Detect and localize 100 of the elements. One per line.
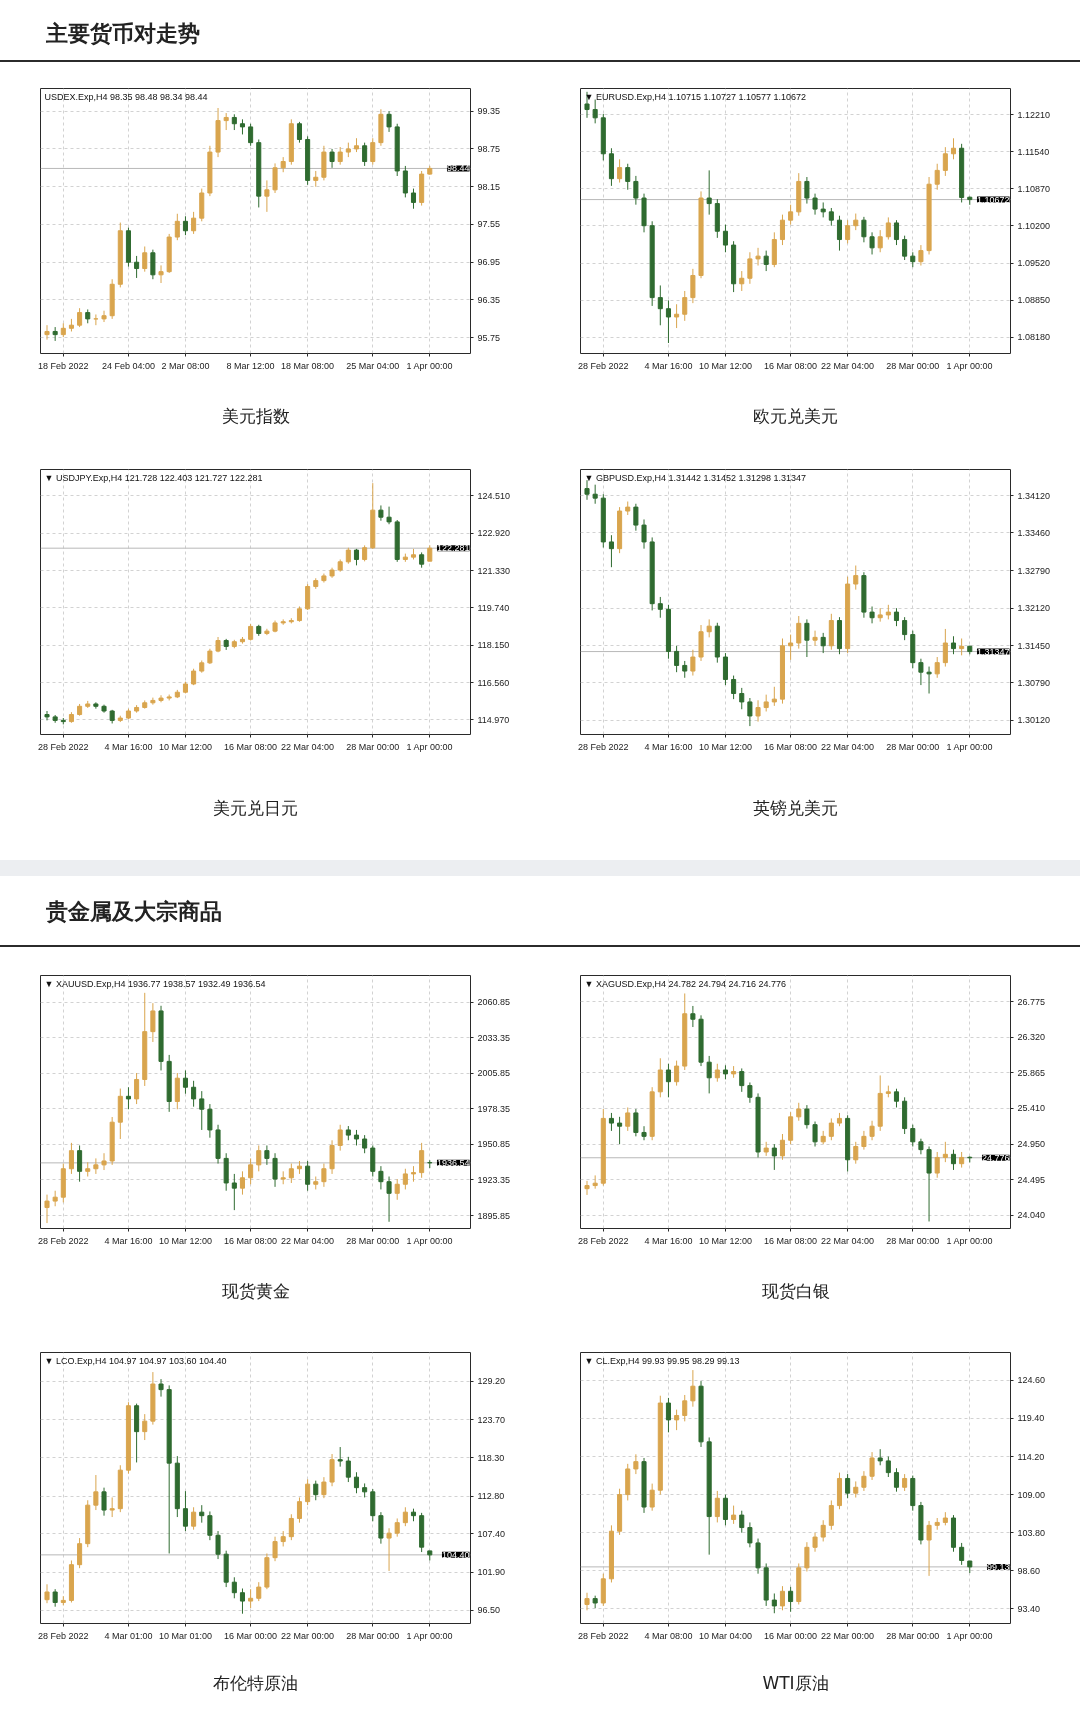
candlestick <box>337 1124 343 1152</box>
candlestick <box>674 1060 680 1087</box>
x-tick-label: 22 Mar 04:00 <box>281 741 335 752</box>
candlestick <box>394 1517 400 1538</box>
candlestick <box>158 264 164 284</box>
y-tick-label: 1.10870 <box>1017 183 1051 194</box>
candlestick <box>690 1369 696 1408</box>
y-tick-label: 25.410 <box>1017 1103 1046 1114</box>
candlestick <box>641 1125 647 1141</box>
y-tick-label: 95.75 <box>477 332 501 343</box>
x-tick-label: 22 Mar 04:00 <box>821 360 875 371</box>
y-tick-label: 98.75 <box>477 143 501 154</box>
x-tick-label: 22 Mar 04:00 <box>821 1235 875 1246</box>
y-tick-label: 25.865 <box>1017 1067 1046 1078</box>
x-tick-label: 16 Mar 08:00 <box>764 741 818 752</box>
x-tick-label: 28 Feb 2022 <box>578 741 629 752</box>
candlestick <box>272 1152 278 1188</box>
y-tick-label: 96.35 <box>477 295 501 305</box>
candlestick <box>264 1144 270 1166</box>
y-tick-label: 109.00 <box>1017 1489 1046 1500</box>
candlestick <box>378 504 384 522</box>
candlestick <box>682 290 688 322</box>
y-tick-label: 124.510 <box>477 490 511 501</box>
candlestick <box>861 216 867 243</box>
candlestick <box>305 583 311 611</box>
y-tick-label: 1.33460 <box>1017 527 1051 538</box>
y-tick-label: 97.55 <box>477 219 501 230</box>
candlestick <box>934 656 940 679</box>
y-tick-label: 112.80 <box>477 1491 505 1502</box>
x-tick-label: 10 Mar 12:00 <box>158 741 212 752</box>
candlestick <box>812 193 818 216</box>
ref-line-label: 1.10672 <box>976 194 1010 205</box>
ref-line-label: 98.44 <box>446 163 470 174</box>
x-tick-label: 28 Feb 2022 <box>38 1630 89 1641</box>
candlestick <box>804 176 810 205</box>
x-tick-label: 16 Mar 00:00 <box>764 1630 818 1641</box>
candlestick <box>410 188 417 210</box>
x-tick-label: 28 Mar 00:00 <box>346 741 400 752</box>
candlestick <box>150 249 156 280</box>
candlestick <box>796 615 802 650</box>
candlestick <box>93 1474 99 1511</box>
candlestick <box>755 247 761 267</box>
candlestick <box>134 1072 140 1105</box>
candlestick <box>853 565 859 591</box>
x-tick-label: 16 Mar 08:00 <box>224 1235 278 1246</box>
y-tick-label: 124.60 <box>1017 1375 1046 1386</box>
candlestick <box>820 632 826 654</box>
candlestick <box>706 169 712 216</box>
candlestick <box>747 1521 753 1548</box>
x-tick-label: 28 Mar 00:00 <box>886 360 940 371</box>
candlestick <box>174 213 180 241</box>
candlestick <box>191 1506 197 1531</box>
y-tick-label: 1.08850 <box>1017 295 1051 306</box>
candlestick <box>804 618 810 658</box>
candlestick <box>248 1157 254 1185</box>
x-tick-label: 28 Mar 00:00 <box>886 741 940 752</box>
candlestick <box>617 1116 623 1145</box>
y-tick-label: 129.20 <box>477 1376 506 1387</box>
candlestick <box>256 1144 262 1172</box>
candlestick <box>804 1104 810 1130</box>
candlestick <box>150 697 156 706</box>
candlestick <box>950 1149 957 1171</box>
x-tick-label: 1 Apr 00:00 <box>406 1630 453 1641</box>
candlestick <box>812 630 818 647</box>
candlestick <box>836 215 843 252</box>
candlestick <box>771 686 777 707</box>
candlestick <box>633 175 639 206</box>
y-tick-label: 107.40 <box>477 1528 506 1539</box>
candlestick <box>584 1592 590 1611</box>
candlestick <box>125 1086 131 1110</box>
y-tick-label: 116.560 <box>477 677 510 688</box>
x-tick-label: 2 Mar 08:00 <box>161 360 210 371</box>
x-tick-label: 1 Apr 00:00 <box>946 1235 993 1246</box>
x-tick-label: 4 Mar 08:00 <box>644 1630 693 1641</box>
candlestick <box>370 1144 376 1177</box>
y-tick-label: 1895.85 <box>477 1210 511 1221</box>
x-tick-label: 28 Feb 2022 <box>38 1235 89 1246</box>
candlestick <box>305 1160 311 1192</box>
x-tick-label: 28 Mar 00:00 <box>346 1235 400 1246</box>
x-tick-label: 22 Mar 04:00 <box>281 1235 335 1246</box>
candlestick <box>942 1141 948 1163</box>
x-tick-label: 8 Mar 12:00 <box>226 360 275 371</box>
candlestick <box>869 605 875 624</box>
y-tick-label: 2060.85 <box>477 997 511 1008</box>
x-tick-label: 10 Mar 12:00 <box>698 741 752 752</box>
text: 贵金属及大宗商品 <box>0 860 1080 947</box>
y-tick-label: 118.30 <box>477 1452 505 1463</box>
candlestick <box>885 216 891 241</box>
candlestick <box>893 1088 900 1108</box>
candlestick <box>296 121 303 144</box>
candlestick <box>305 1478 311 1506</box>
y-tick-label: 93.40 <box>1017 1603 1041 1614</box>
candlestick <box>329 148 335 169</box>
candlestick <box>101 310 107 323</box>
candlestick <box>788 1111 794 1145</box>
candlestick <box>934 163 940 191</box>
candlestick <box>845 219 851 244</box>
candlestick <box>353 1471 360 1494</box>
candlestick <box>68 1142 74 1175</box>
candlestick <box>633 1108 639 1137</box>
